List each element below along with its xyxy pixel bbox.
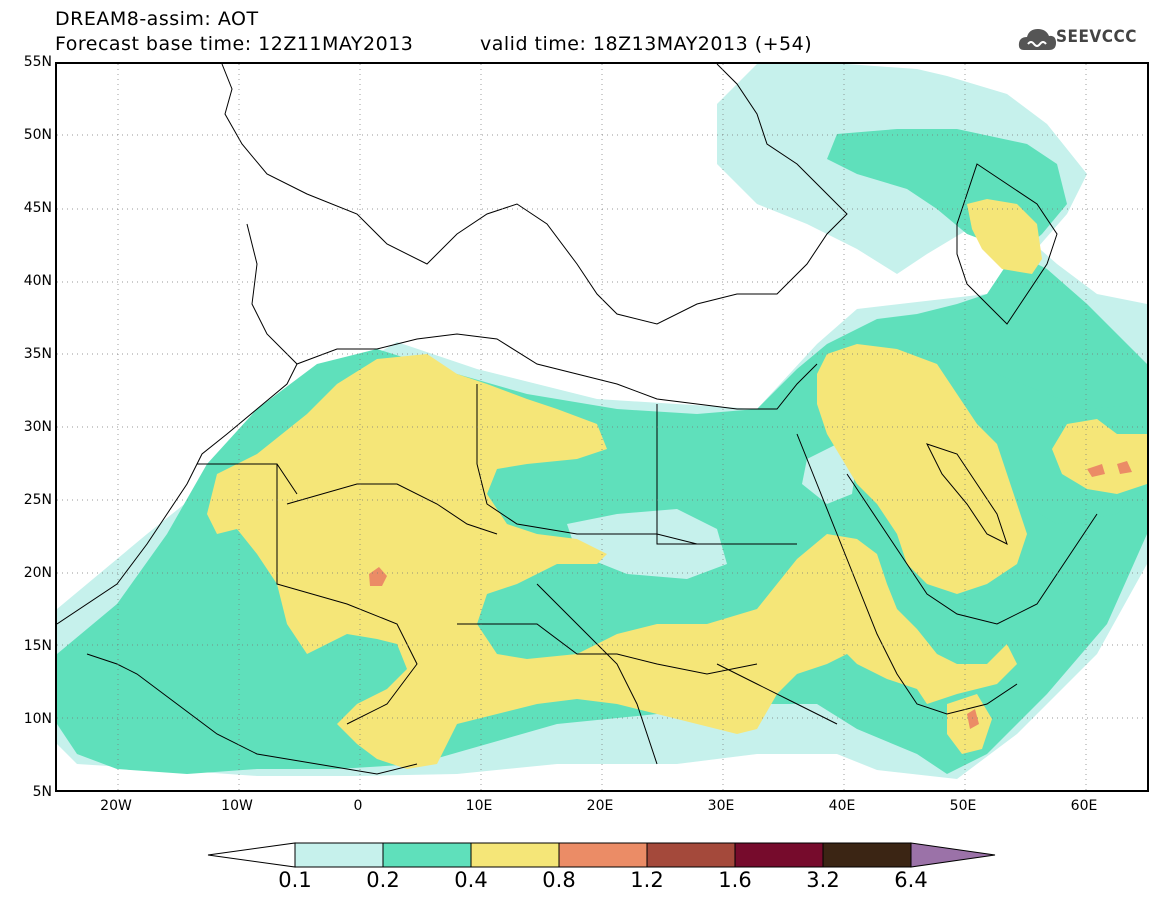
colorbar-segment-3 xyxy=(470,842,560,868)
colorbar xyxy=(207,842,996,868)
colorbar-segment-4 xyxy=(558,842,648,868)
colorbar-label-1.6: 1.6 xyxy=(718,868,752,892)
colorbar-label-0.4: 0.4 xyxy=(454,868,488,892)
aot-band-0.8 xyxy=(369,461,1132,729)
colorbar-segment-1 xyxy=(294,842,384,868)
lat-label-15n: 15N xyxy=(23,638,52,654)
colorbar-segment-5 xyxy=(646,842,736,868)
colorbar-label-6.4: 6.4 xyxy=(894,868,928,892)
colorbar-label-1.2: 1.2 xyxy=(630,868,664,892)
lat-label-20n: 20N xyxy=(23,565,52,581)
colorbar-segment-7 xyxy=(822,842,912,868)
forecast-base-time: Forecast base time: 12Z11MAY2013 xyxy=(55,33,414,55)
lon-label-30e: 30E xyxy=(707,798,735,814)
lon-label-10e: 10E xyxy=(465,798,493,814)
lat-label-30n: 30N xyxy=(23,419,52,435)
lat-label-35n: 35N xyxy=(23,346,52,362)
cloud-logo-icon xyxy=(1018,29,1056,50)
colorbar-segment-below xyxy=(207,842,296,868)
map-title: DREAM8-assim: AOT xyxy=(55,8,259,30)
lat-label-25n: 25N xyxy=(23,492,52,508)
colorbar-segment-6 xyxy=(734,842,824,868)
aot-map xyxy=(57,64,1147,790)
lon-label-60e: 60E xyxy=(1070,798,1098,814)
gridlines xyxy=(57,64,1147,790)
valid-time: valid time: 18Z13MAY2013 (+54) xyxy=(480,33,813,55)
colorbar-label-0.8: 0.8 xyxy=(542,868,576,892)
colorbar-segment-2 xyxy=(382,842,472,868)
colorbar-segment-above xyxy=(910,842,996,868)
lon-label-20e: 20E xyxy=(586,798,614,814)
lon-label-10w: 10W xyxy=(221,798,253,814)
colorbar-label-0.2: 0.2 xyxy=(366,868,400,892)
colorbar-label-0.1: 0.1 xyxy=(278,868,312,892)
aot-band-0.4 xyxy=(207,199,1147,769)
lat-label-55n: 55N xyxy=(23,54,52,70)
lat-label-10n: 10N xyxy=(23,711,52,727)
lon-label-50e: 50E xyxy=(949,798,977,814)
lon-label-40e: 40E xyxy=(828,798,856,814)
logo-text: SEEVCCC xyxy=(1056,27,1137,47)
lat-label-45n: 45N xyxy=(23,200,52,216)
coastlines xyxy=(57,64,1098,775)
colorbar-label-3.2: 3.2 xyxy=(806,868,840,892)
lon-label-20w: 20W xyxy=(100,798,132,814)
lat-label-50n: 50N xyxy=(23,127,52,143)
lat-label-5n: 5N xyxy=(32,784,52,800)
lat-label-40n: 40N xyxy=(23,273,52,289)
lon-label-0: 0 xyxy=(353,798,363,814)
map-area xyxy=(55,62,1149,792)
